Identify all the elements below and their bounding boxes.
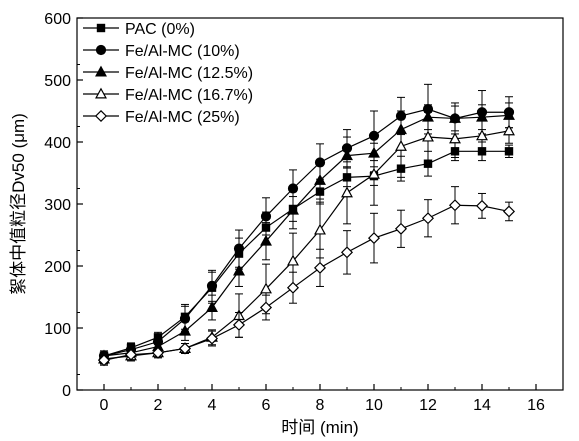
data-point (179, 324, 191, 336)
data-point (287, 254, 299, 266)
data-point (287, 203, 299, 215)
data-point (503, 124, 515, 136)
legend-marker (95, 65, 107, 77)
data-point (504, 147, 514, 156)
y-tick-label: 600 (44, 11, 71, 28)
series-line (103, 108, 509, 357)
y-tick-label: 300 (44, 197, 71, 214)
data-point (449, 132, 461, 144)
series-line (103, 130, 510, 360)
data-point (314, 174, 326, 185)
data-point (206, 301, 218, 313)
x-tick-label: 2 (154, 397, 163, 414)
data-point (340, 246, 354, 259)
data-point (233, 264, 245, 276)
data-point (448, 199, 462, 212)
data-point (502, 205, 516, 218)
data-point (367, 232, 381, 245)
data-point (394, 222, 408, 235)
data-point (314, 223, 326, 235)
data-point (341, 186, 353, 198)
data-point (97, 354, 111, 367)
legend-item: Fe/Al-MC (12.5%) (83, 65, 253, 82)
series-layer (97, 83, 516, 367)
data-point (421, 212, 435, 225)
x-axis-title: 时间 (min) (281, 418, 358, 437)
x-tick-label: 14 (473, 397, 491, 414)
legend-label: PAC (0%) (125, 21, 195, 38)
data-point (124, 348, 138, 361)
y-tick-label: 200 (44, 259, 71, 276)
y-axis-title: 絮体中值粒径Dv50 (μm) (9, 113, 28, 295)
data-point (260, 282, 272, 294)
y-tick-label: 400 (44, 135, 71, 152)
legend-item: Fe/Al-MC (16.7%) (83, 87, 253, 104)
x-tick-label: 8 (316, 397, 325, 414)
legend: PAC (0%) Fe/Al-MC (10%) Fe/Al-MC (12.5%) Fe… (83, 21, 253, 126)
legend-label: Fe/Al-MC (12.5%) (125, 65, 253, 82)
y-tick-label: 0 (62, 383, 71, 400)
legend-marker (95, 44, 107, 56)
legend-label: Fe/Al-MC (16.7%) (125, 87, 253, 104)
data-point (260, 211, 272, 222)
x-tick-label: 10 (365, 397, 383, 414)
legend-label: Fe/Al-MC (25%) (125, 109, 240, 126)
data-point (151, 346, 165, 359)
series-line (103, 204, 510, 361)
series-5 (97, 186, 516, 367)
legend-marker (94, 109, 108, 123)
legend-item: Fe/Al-MC (10%) (83, 43, 240, 60)
data-point (313, 261, 327, 274)
data-point (422, 130, 434, 142)
legend-item: Fe/Al-MC (25%) (83, 109, 240, 126)
legend-marker (96, 23, 106, 33)
series-line (103, 150, 509, 357)
data-point (232, 318, 246, 331)
data-point (286, 281, 300, 294)
data-point (395, 139, 407, 151)
data-point (260, 234, 272, 246)
data-point (475, 199, 489, 212)
x-tick-label: 6 (262, 397, 271, 414)
x-tick-label: 12 (419, 397, 437, 414)
legend-label: Fe/Al-MC (10%) (125, 43, 240, 60)
data-point (178, 342, 192, 355)
data-point (205, 332, 219, 345)
data-point (341, 149, 353, 161)
x-axis: 0 2 4 6 8 10 12 14 16 (100, 384, 545, 414)
y-axis: 0 100 200 300 400 500 600 (44, 11, 83, 400)
x-tick-label: 0 (100, 397, 109, 414)
data-point (233, 243, 245, 254)
data-point (259, 301, 273, 314)
y-tick-label: 500 (44, 73, 71, 90)
x-tick-label: 16 (527, 397, 545, 414)
x-tick-label: 4 (208, 397, 217, 414)
legend-marker (95, 87, 107, 99)
data-point (368, 167, 380, 179)
data-point (476, 129, 488, 141)
data-point (206, 280, 218, 291)
series-line (103, 114, 510, 357)
legend-item: PAC (0%) (83, 21, 195, 38)
y-tick-label: 100 (44, 321, 71, 338)
